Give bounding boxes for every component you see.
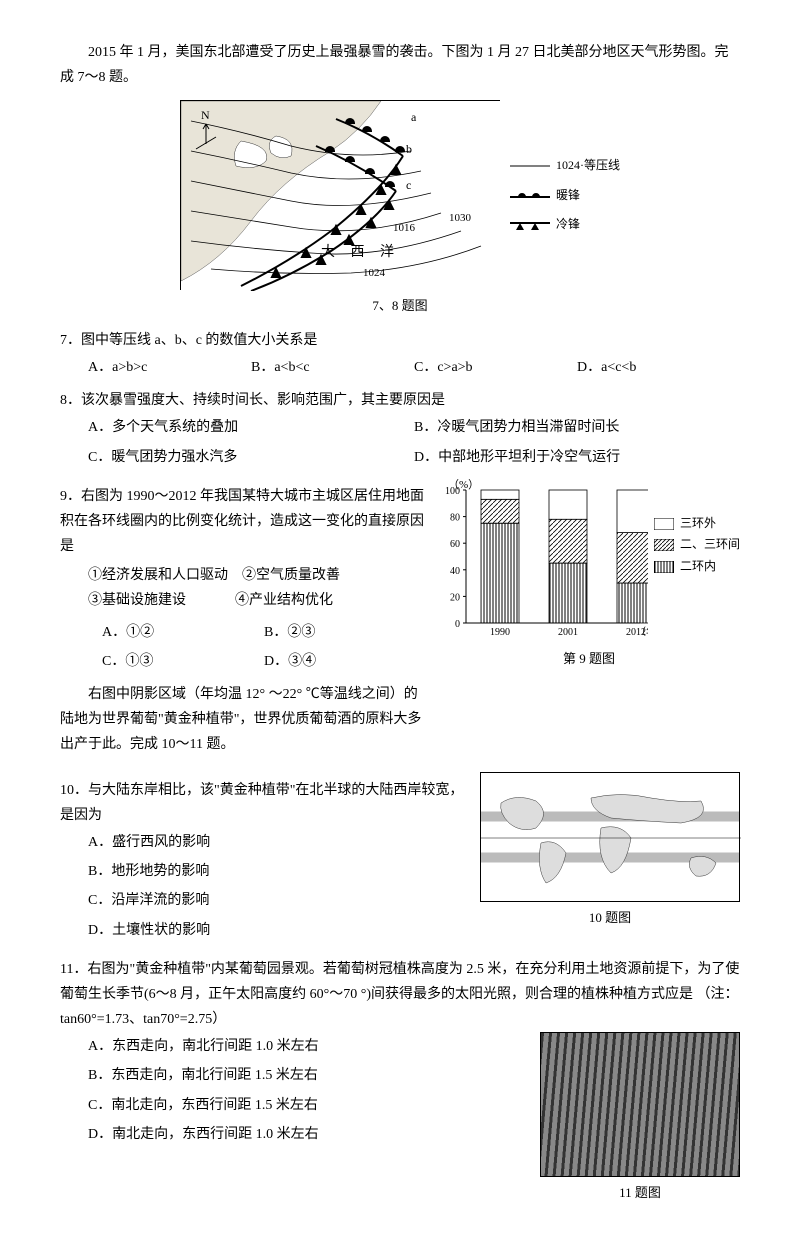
- question-7: 7．图中等压线 a、b、c 的数值大小关系是 A．a>b>c B．a<b<c C…: [60, 328, 740, 382]
- world-map-wrap: 10 题图: [480, 772, 740, 929]
- q7-opt-d: D．a<c<b: [577, 353, 740, 382]
- q11-opt-d: D．南北走向，东西行间距 1.0 米左右: [88, 1120, 528, 1149]
- intro-7-8: 2015 年 1 月，美国东北部遭受了历史上最强暴雪的袭击。下图为 1 月 27…: [60, 40, 740, 90]
- q7-opt-b: B．a<b<c: [251, 353, 414, 382]
- svg-text:大 西 洋: 大 西 洋: [321, 244, 400, 260]
- q8-opt-b: B．冷暖气团势力相当滞留时间长: [414, 413, 740, 442]
- svg-text:1016: 1016: [393, 222, 416, 234]
- q9-opt-a: A．①②: [102, 618, 264, 647]
- map-legend: 1024·等压线 暖锋 冷锋: [510, 155, 620, 236]
- q11-opt-c: C．南北走向，东西行间距 1.5 米左右: [88, 1091, 528, 1120]
- question-8: 8．该次暴雪强度大、持续时间长、影响范围广，其主要原因是 A．多个天气系统的叠加…: [60, 388, 740, 472]
- svg-text:1024: 1024: [363, 267, 386, 279]
- q10-opt-c: C．沿岸洋流的影响: [88, 886, 468, 915]
- weather-map: a b c 1016 1030 1024 大 西 洋 N: [180, 100, 500, 290]
- svg-text:0: 0: [455, 619, 460, 630]
- q8-opt-c: C．暖气团势力强水汽多: [88, 443, 414, 472]
- q11-opt-a: A．东西走向，南北行间距 1.0 米左右: [88, 1032, 528, 1061]
- bar-chart: （%）020406080100199020012012（年）: [438, 478, 648, 643]
- q11-text: 11．右图为"黄金种植带"内某葡萄园景观。若葡萄树冠植株高度为 2.5 米，在充…: [60, 957, 740, 1033]
- q11-caption: 11 题图: [540, 1181, 740, 1204]
- q10-text: 10．与大陆东岸相比，该"黄金种植带"在北半球的大陆西岸较宽，是因为: [60, 778, 468, 828]
- vineyard-photo: [540, 1032, 740, 1177]
- svg-text:1990: 1990: [490, 627, 510, 638]
- svg-text:20: 20: [450, 592, 460, 603]
- q10-opt-b: B．地形地势的影响: [88, 857, 468, 886]
- q10-block: 10．与大陆东岸相比，该"黄金种植带"在北半球的大陆西岸较宽，是因为 A．盛行西…: [60, 772, 740, 951]
- q9-opt-c: C．①③: [102, 647, 264, 676]
- label-a: a: [411, 110, 417, 124]
- q9-chart-caption: 第 9 题图: [438, 647, 740, 670]
- q11-opt-b: B．东西走向，南北行间距 1.5 米左右: [88, 1061, 528, 1090]
- vineyard-wrap: 11 题图: [540, 1032, 740, 1204]
- q8-opt-a: A．多个天气系统的叠加: [88, 413, 414, 442]
- fig78-caption: 7、8 题图: [180, 294, 620, 317]
- q7-opt-a: A．a>b>c: [88, 353, 251, 382]
- q10-caption: 10 题图: [480, 906, 740, 929]
- svg-text:（年）: （年）: [636, 625, 648, 638]
- svg-text:100: 100: [445, 486, 460, 497]
- svg-text:40: 40: [450, 566, 460, 577]
- bar-legend: 三环外 二、三环间 二环内: [654, 478, 740, 578]
- q9-items: ①经济发展和人口驱动②空气质量改善 ③基础设施建设④产业结构优化: [60, 563, 426, 613]
- figure-7-8-row: a b c 1016 1030 1024 大 西 洋 N 1024·等压线 暖锋: [60, 100, 740, 317]
- q7-text: 7．图中等压线 a、b、c 的数值大小关系是: [60, 328, 740, 353]
- q9-block: 9．右图为 1990～2012 年我国某特大城市主城区居住用地面积在各环线圈内的…: [60, 478, 740, 766]
- svg-text:80: 80: [450, 512, 460, 523]
- q8-opt-d: D．中部地形平坦利于冷空气运行: [414, 443, 740, 472]
- world-map: [480, 772, 740, 902]
- label-c: c: [406, 178, 411, 192]
- q9-chart-wrap: （%）020406080100199020012012（年） 三环外 二、三环间…: [438, 478, 740, 670]
- q10-opt-a: A．盛行西风的影响: [88, 828, 468, 857]
- q8-text: 8．该次暴雪强度大、持续时间长、影响范围广，其主要原因是: [60, 388, 740, 413]
- label-b: b: [406, 142, 412, 156]
- q9-text: 9．右图为 1990～2012 年我国某特大城市主城区居住用地面积在各环线圈内的…: [60, 484, 426, 560]
- svg-text:N: N: [201, 108, 210, 122]
- svg-text:2001: 2001: [558, 627, 578, 638]
- q10-opt-d: D．土壤性状的影响: [88, 916, 468, 945]
- q9-opt-b: B．②③: [264, 618, 426, 647]
- svg-text:1030: 1030: [449, 212, 472, 224]
- intro-10-11-a: 右图中阴影区域（年均温 12° ～22° ℃等温线之间）的陆地为世界葡萄"黄金种…: [60, 682, 426, 758]
- svg-text:60: 60: [450, 539, 460, 550]
- q9-opt-d: D．③④: [264, 647, 426, 676]
- q7-opt-c: C．c>a>b: [414, 353, 577, 382]
- question-11: 11．右图为"黄金种植带"内某葡萄园景观。若葡萄树冠植株高度为 2.5 米，在充…: [60, 957, 740, 1205]
